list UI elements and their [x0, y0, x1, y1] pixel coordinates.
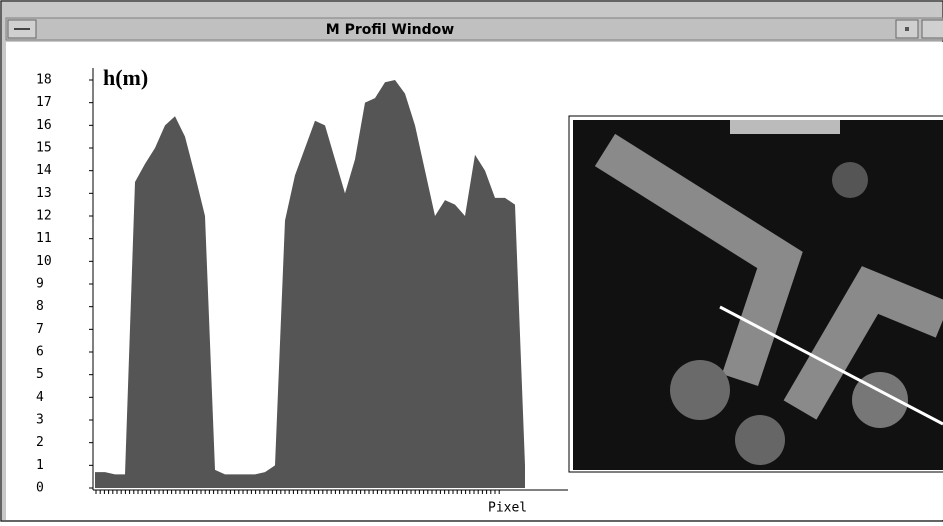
y-tick-label: 2 [36, 435, 44, 450]
y-tick-label: 17 [36, 95, 52, 110]
y-tick-label: 18 [36, 73, 52, 88]
y-tick-label: 1 [36, 458, 44, 473]
y-tick-label: 7 [36, 322, 44, 337]
map-image [569, 116, 943, 472]
y-tick-label: 4 [36, 390, 44, 405]
y-tick-label: 15 [36, 141, 52, 156]
y-tick-label: 11 [36, 231, 52, 246]
y-tick-label: 3 [36, 413, 44, 428]
y-tick-label: 9 [36, 277, 44, 292]
x-axis-label: Pixel [488, 501, 527, 516]
window: M Profil Window h(m) Pixel 0123456789101… [0, 0, 943, 522]
y-tick-label: 14 [36, 163, 52, 178]
y-tick-label: 12 [36, 209, 52, 224]
tree [832, 162, 868, 198]
minimize-icon [905, 27, 909, 31]
maximize-button[interactable] [922, 20, 943, 38]
title-bar [6, 18, 943, 40]
y-axis-label: h(m) [103, 65, 148, 90]
y-tick-label: 13 [36, 186, 52, 201]
tree [735, 415, 785, 465]
y-tick-label: 16 [36, 118, 52, 133]
y-tick-label: 10 [36, 254, 52, 269]
window-title: M Profil Window [326, 22, 454, 38]
tree [730, 120, 840, 134]
y-tick-label: 6 [36, 345, 44, 360]
y-tick-label: 5 [36, 367, 44, 382]
y-tick-label: 8 [36, 299, 44, 314]
tree [670, 360, 730, 420]
y-tick-label: 0 [36, 481, 44, 496]
